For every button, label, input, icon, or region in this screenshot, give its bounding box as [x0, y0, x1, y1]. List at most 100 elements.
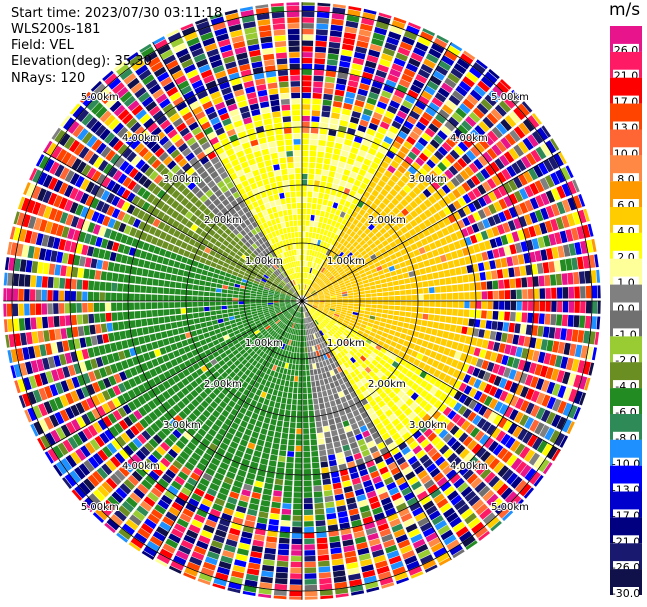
velocity-cell: [487, 291, 493, 300]
velocity-cell: [475, 301, 482, 309]
velocity-cell: [343, 339, 350, 346]
velocity-cell: [336, 304, 342, 307]
velocity-cell: [251, 344, 257, 350]
velocity-cell: [393, 497, 405, 507]
velocity-cell: [275, 578, 288, 585]
velocity-cell: [588, 362, 595, 376]
velocity-cell: [365, 257, 372, 263]
velocity-cell: [388, 125, 399, 135]
velocity-cell: [374, 481, 385, 490]
velocity-cell: [351, 347, 358, 354]
velocity-cell: [327, 524, 339, 531]
velocity-cell: [397, 372, 405, 381]
velocity-cell: [312, 244, 317, 251]
velocity-cell: [321, 275, 326, 281]
velocity-cell: [356, 341, 363, 348]
velocity-cell: [82, 291, 88, 301]
velocity-cell: [330, 252, 336, 259]
velocity-cell: [429, 376, 438, 385]
velocity-cell: [486, 281, 493, 290]
velocity-cell: [513, 370, 523, 382]
velocity-cell: [548, 156, 559, 170]
velocity-cell: [370, 341, 377, 348]
velocity-cell: [308, 358, 312, 364]
velocity-cell: [390, 174, 400, 183]
velocity-cell: [493, 342, 501, 352]
velocity-cell: [425, 532, 439, 543]
velocity-cell: [242, 434, 250, 442]
velocity-cell: [464, 512, 477, 525]
velocity-cell: [320, 355, 325, 361]
velocity-cell: [409, 277, 416, 283]
velocity-cell: [391, 320, 398, 326]
velocity-cell: [498, 279, 505, 289]
velocity-cell: [410, 336, 418, 344]
velocity-cell: [310, 308, 316, 313]
velocity-cell: [344, 381, 352, 388]
velocity-cell: [448, 94, 461, 106]
velocity-cell: [345, 315, 352, 320]
velocity-cell: [293, 486, 302, 492]
velocity-cell: [446, 512, 459, 523]
velocity-cell: [324, 333, 329, 340]
velocity-cell: [302, 69, 312, 75]
velocity-cell: [282, 324, 287, 330]
velocity-cell: [509, 345, 518, 356]
velocity-cell: [209, 306, 216, 311]
velocity-cell: [286, 320, 291, 326]
velocity-cell: [377, 304, 383, 309]
velocity-cell: [276, 467, 285, 474]
velocity-cell: [519, 414, 529, 427]
velocity-cell: [452, 292, 459, 300]
velocity-cell: [268, 328, 274, 334]
velocity-cell: [307, 191, 313, 198]
velocity-cell: [334, 142, 343, 150]
velocity-cell: [423, 85, 436, 96]
velocity-cell: [306, 249, 310, 256]
velocity-cell: [491, 144, 502, 156]
velocity-cell: [443, 385, 453, 395]
velocity-cell: [312, 87, 323, 94]
velocity-cell: [302, 40, 314, 46]
velocity-cell: [304, 509, 314, 516]
velocity-cell: [133, 487, 145, 499]
velocity-cell: [303, 411, 308, 417]
velocity-cell: [261, 452, 270, 460]
velocity-cell: [332, 326, 338, 332]
velocity-cell: [238, 301, 245, 305]
velocity-cell: [29, 303, 36, 316]
velocity-cell: [361, 345, 368, 352]
velocity-cell: [591, 238, 597, 252]
velocity-cell: [226, 471, 236, 480]
velocity-cell: [369, 331, 376, 337]
velocity-cell: [336, 452, 344, 460]
velocity-cell: [313, 398, 319, 405]
velocity-cell: [520, 241, 528, 252]
velocity-cell: [464, 301, 470, 309]
velocity-cell: [110, 473, 122, 486]
velocity-cell: [210, 310, 217, 316]
velocity-cell: [112, 272, 119, 282]
velocity-cell: [333, 576, 347, 583]
velocity-cell: [305, 292, 309, 297]
velocity-cell: [379, 359, 387, 366]
velocity-cell: [386, 400, 395, 408]
velocity-cell: [324, 401, 331, 409]
velocity-cell: [315, 35, 328, 42]
velocity-cell: [492, 280, 499, 290]
velocity-cell: [107, 261, 115, 272]
velocity-cell: [188, 524, 201, 534]
velocity-cell: [324, 82, 335, 89]
velocity-cell: [385, 456, 395, 466]
velocity-cell: [169, 281, 176, 288]
velocity-cell: [302, 220, 306, 226]
velocity-cell: [403, 120, 414, 130]
velocity-cell: [454, 428, 464, 439]
velocity-cell: [318, 246, 323, 253]
velocity-cell: [496, 224, 505, 235]
velocity-cell: [387, 314, 394, 320]
velocity-cell: [362, 390, 370, 398]
velocity-cell: [327, 200, 334, 207]
velocity-cell: [322, 390, 328, 397]
velocity-cell: [318, 307, 324, 311]
